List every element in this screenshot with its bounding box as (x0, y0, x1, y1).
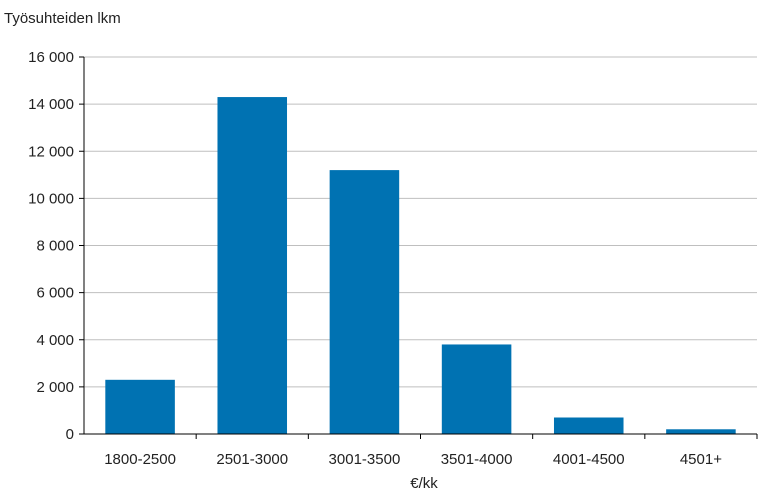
bar-3501-4000 (441, 344, 512, 434)
x-tick-label: 4501+ (680, 451, 722, 468)
x-tick-label: 4001-4500 (553, 451, 625, 468)
x-tick-label: 3001-3500 (329, 451, 401, 468)
y-tick-label: 8 000 (36, 238, 74, 255)
bar-4501+ (666, 429, 736, 434)
bar-1800-2500 (105, 379, 175, 434)
y-tick-label: 0 (66, 426, 74, 443)
y-axis-title: Työsuhteiden lkm (4, 10, 121, 27)
x-tick-label: 3501-4000 (441, 451, 513, 468)
x-tick-label: 1800-2500 (104, 451, 176, 468)
x-axis-title: €/kk (410, 475, 438, 491)
y-tick-label: 12 000 (28, 143, 74, 160)
x-tick-label: 2501-3000 (216, 451, 288, 468)
axis-layer: 0 2 000 4 000 6 000 8 000 10 000 12 000 14 000 1… (28, 49, 758, 468)
bar-2501-3000 (217, 97, 288, 435)
y-tick-label: 2 000 (36, 379, 74, 396)
y-tick-label: 6 000 (36, 285, 74, 302)
bar-4001-4500 (553, 417, 624, 434)
bar-layer (105, 97, 736, 435)
y-tick-label: 16 000 (28, 49, 74, 66)
grid-layer (84, 56, 757, 388)
y-tick-label: 14 000 (28, 96, 74, 113)
y-tick-label: 10 000 (28, 190, 74, 207)
y-tick-label: 4 000 (36, 332, 74, 349)
bar-3001-3500 (329, 170, 400, 434)
